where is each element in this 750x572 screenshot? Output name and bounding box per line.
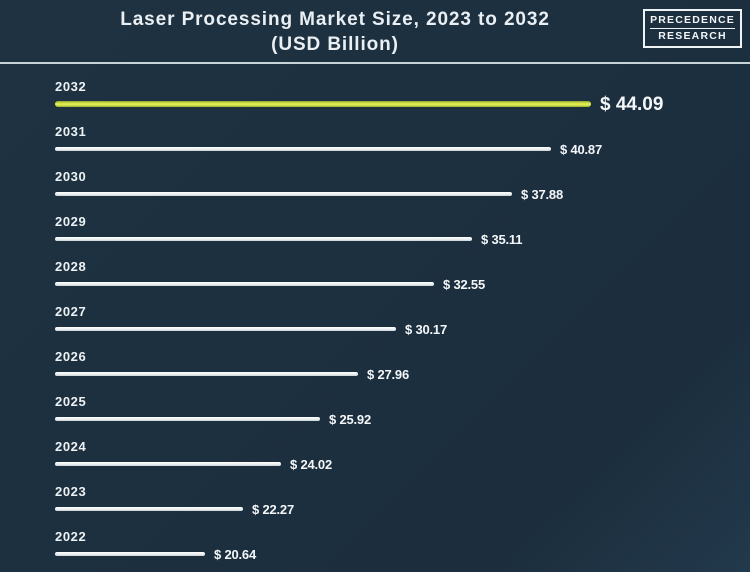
- bar-line: $ 24.02: [55, 456, 750, 472]
- value-label: $ 22.27: [252, 501, 294, 517]
- year-label: 2027: [55, 304, 87, 319]
- year-label: 2022: [55, 529, 87, 544]
- year-label: 2031: [55, 124, 87, 139]
- bar-line: $ 27.96: [55, 366, 750, 382]
- bar-line: $ 37.88: [55, 186, 750, 202]
- chart-title: Laser Processing Market Size, 2023 to 20…: [0, 7, 750, 56]
- logo-divider: [650, 28, 735, 30]
- bar-line: $ 35.11: [55, 231, 750, 247]
- header-separator: [0, 62, 750, 64]
- logo-line1: PRECEDENCE: [650, 14, 735, 26]
- chart-row: 2030 $ 37.88: [55, 168, 750, 213]
- bar: [55, 327, 396, 331]
- bar-line: $ 20.64: [55, 546, 750, 562]
- bar-line: $ 25.92: [55, 411, 750, 427]
- bar-line: $ 40.87: [55, 141, 750, 157]
- bar-line: $ 22.27: [55, 501, 750, 517]
- year-label: 2025: [55, 394, 87, 409]
- chart-row: 2027 $ 30.17: [55, 303, 750, 348]
- value-label: $ 24.02: [290, 456, 332, 472]
- bar-line: $ 32.55: [55, 276, 750, 292]
- value-label: $ 20.64: [214, 546, 256, 562]
- bar: [55, 462, 281, 466]
- value-label: $ 35.11: [481, 231, 523, 247]
- logo-line2: RESEARCH: [658, 30, 727, 43]
- year-label: 2024: [55, 439, 87, 454]
- bar: [55, 372, 358, 376]
- value-label: $ 40.87: [560, 141, 602, 157]
- year-label: 2026: [55, 349, 87, 364]
- year-label: 2023: [55, 484, 87, 499]
- bar: [55, 507, 243, 511]
- value-label: $ 30.17: [405, 321, 447, 337]
- chart-row: 2025 $ 25.92: [55, 393, 750, 438]
- chart-row: 2024 $ 24.02: [55, 438, 750, 483]
- value-label: $ 37.88: [521, 186, 563, 202]
- value-label: $ 32.55: [443, 276, 485, 292]
- chart-row: 2032 $ 44.09: [55, 78, 750, 123]
- bar: [55, 237, 472, 241]
- chart-row: 2026 $ 27.96: [55, 348, 750, 393]
- bar: [55, 282, 434, 286]
- value-label: $ 27.96: [367, 366, 409, 382]
- bar: [55, 147, 551, 151]
- chart-title-line1: Laser Processing Market Size, 2023 to 20…: [120, 9, 550, 30]
- chart-row: 2029 $ 35.11: [55, 213, 750, 258]
- value-label: $ 25.92: [329, 411, 371, 427]
- chart-header: Laser Processing Market Size, 2023 to 20…: [0, 0, 750, 62]
- chart-row: 2031 $ 40.87: [55, 123, 750, 168]
- year-label: 2028: [55, 259, 87, 274]
- chart-row: 2028 $ 32.55: [55, 258, 750, 303]
- precedence-research-logo: PRECEDENCE RESEARCH: [643, 9, 742, 49]
- bar: [55, 192, 512, 196]
- bar: [55, 417, 320, 421]
- year-label: 2032: [55, 79, 87, 94]
- chart-row: 2022 $ 20.64: [55, 528, 750, 572]
- bar: [55, 101, 591, 107]
- bar-line: $ 30.17: [55, 321, 750, 337]
- year-label: 2029: [55, 214, 87, 229]
- chart-row: 2023 $ 22.27: [55, 483, 750, 528]
- value-label: $ 44.09: [600, 93, 664, 115]
- bar: [55, 552, 205, 556]
- chart-title-line2: (USD Billion): [271, 33, 399, 55]
- year-label: 2030: [55, 169, 87, 184]
- bar-chart: 2032 $ 44.09 2031 $ 40.87 2030 $ 37.88 2…: [0, 64, 750, 572]
- bar-line: $ 44.09: [55, 95, 750, 114]
